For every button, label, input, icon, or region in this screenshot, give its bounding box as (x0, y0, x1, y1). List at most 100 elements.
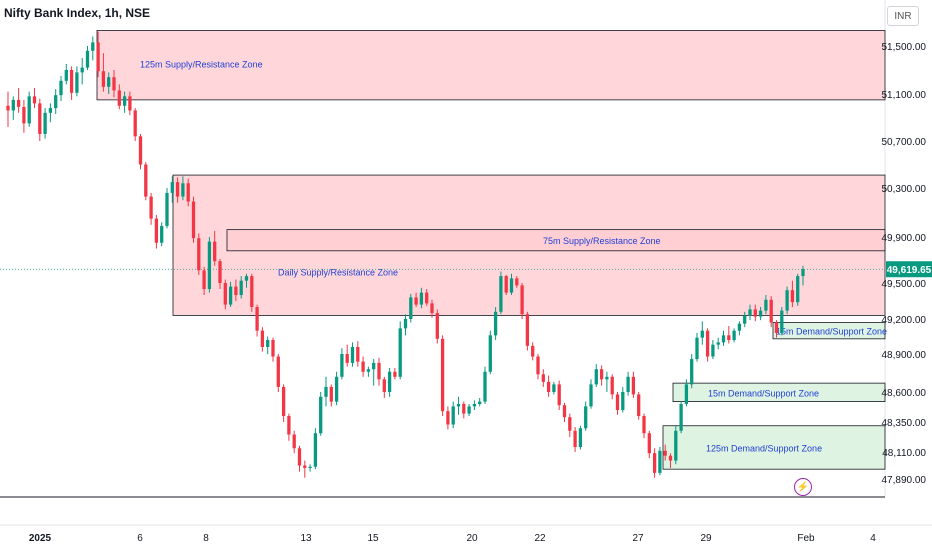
candle-body (260, 330, 265, 347)
x-tick-label: 6 (137, 533, 143, 544)
candle-body (165, 192, 169, 226)
x-tick-label: 22 (534, 533, 546, 544)
candle-body (478, 401, 482, 404)
candle-body (425, 292, 429, 304)
candle-body (287, 416, 291, 435)
candle-body (107, 77, 111, 87)
y-tick-label: 48,600.00 (882, 388, 927, 399)
candle-body (589, 384, 593, 407)
candle-body (69, 70, 74, 93)
price-tag (886, 261, 932, 278)
candle-body (250, 276, 254, 307)
candle-body (626, 376, 630, 392)
candle-body (59, 80, 63, 96)
candle-body (292, 434, 296, 449)
candle-body (366, 369, 371, 372)
candle-body (647, 433, 651, 454)
candle-body (11, 99, 15, 111)
candle-body (149, 196, 153, 219)
candle-body (440, 338, 445, 412)
candle-body (758, 310, 763, 317)
candle-body (557, 384, 561, 406)
candle-body (350, 347, 355, 363)
candle-body (101, 71, 106, 87)
candle-body (112, 77, 116, 91)
candle-body (637, 394, 641, 416)
candle-body (684, 384, 689, 404)
candle-body (541, 374, 545, 382)
candle-body (329, 386, 333, 402)
candle-body (796, 276, 800, 303)
candle-body (504, 276, 508, 293)
candle-body (780, 310, 784, 333)
candle-body (546, 381, 551, 392)
candle-body (790, 290, 795, 303)
candle-body (197, 238, 201, 271)
zone-label: 125m Supply/Resistance Zone (140, 59, 263, 69)
candle-body (202, 270, 206, 289)
candle-body (414, 297, 418, 305)
candle-body (255, 307, 259, 331)
candle-body (568, 417, 572, 431)
candle-body (213, 241, 217, 262)
x-tick-label: 13 (300, 533, 312, 544)
candle-body (117, 90, 121, 106)
candle-body (356, 347, 360, 362)
lightning-icon[interactable]: ⚡ (794, 478, 812, 496)
currency-selector[interactable]: INR (887, 6, 919, 26)
candle-body (128, 96, 132, 111)
candle-body (186, 183, 190, 202)
candle-body (621, 392, 625, 410)
candle-body (313, 433, 318, 467)
candle-body (122, 96, 127, 106)
candle-body (96, 42, 100, 72)
candle-body (403, 319, 408, 329)
x-tick-label: 29 (700, 533, 712, 544)
candle-body (700, 330, 704, 338)
zone-label: 15m Demand/Support Zone (708, 388, 819, 398)
candle-body (801, 269, 805, 277)
candle-body (160, 225, 164, 243)
candle-body (594, 369, 598, 385)
candle-body (27, 96, 31, 124)
candle-body (451, 406, 455, 425)
candle-body (769, 299, 773, 323)
candle-body (409, 297, 413, 319)
candle-body (345, 354, 349, 363)
candle-body (716, 342, 720, 345)
candle-body (430, 303, 434, 313)
candle-body (144, 164, 148, 197)
candle-body (690, 359, 694, 385)
candle-body (228, 286, 233, 305)
candle-body (711, 344, 715, 357)
candle-body (472, 404, 477, 407)
candle-body (32, 96, 37, 104)
zone-demand (772, 322, 886, 340)
candle-body (387, 371, 392, 392)
candle-body (663, 450, 667, 456)
candle-body (266, 340, 270, 347)
candle-body (695, 337, 699, 360)
candle-body (615, 394, 620, 410)
candle-body (38, 103, 42, 134)
x-tick-label: 2025 (29, 533, 52, 544)
candle-body (393, 371, 397, 377)
candle-body (223, 283, 227, 305)
candle-body (80, 67, 84, 73)
candle-body (398, 328, 402, 377)
candle-body (308, 466, 312, 468)
x-tick-label: 4 (870, 533, 876, 544)
candle-body (764, 299, 768, 311)
candle-body (382, 379, 386, 392)
candle-body (584, 406, 588, 429)
x-tick-label: 27 (632, 533, 644, 544)
candle-body (488, 335, 492, 372)
candle-body (154, 218, 159, 243)
zone-demand (672, 382, 886, 402)
zone-label: 125m Demand/Support Zone (706, 443, 822, 453)
candle-body (377, 362, 381, 380)
y-tick-label: 50,700.00 (882, 137, 927, 148)
candle-body (462, 404, 466, 414)
candle-body (467, 406, 471, 414)
